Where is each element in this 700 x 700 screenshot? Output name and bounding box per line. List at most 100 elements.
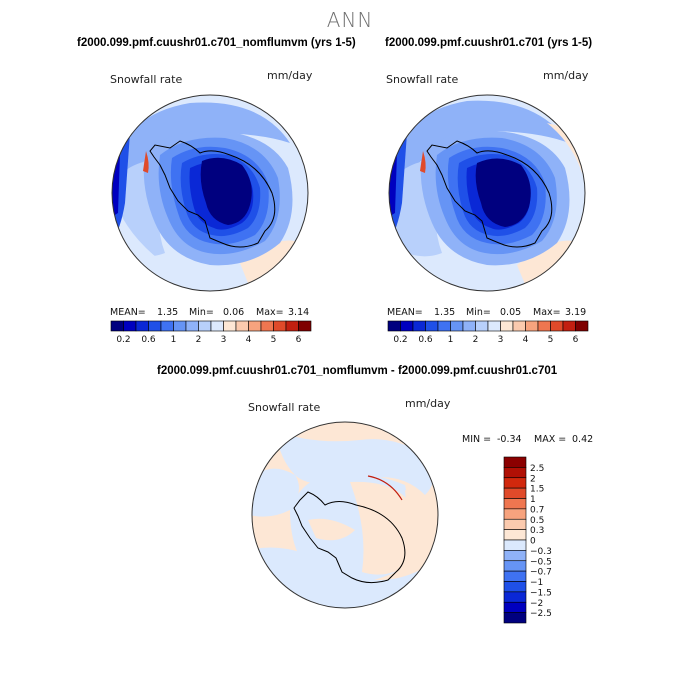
panel1-colorbar-tick-label: 5	[271, 335, 277, 345]
panel2-colorbar-tick-label: 5	[548, 335, 554, 345]
panel2-colorbar-tick-label: 3	[498, 335, 504, 345]
panel1-colorbar-swatch	[160, 320, 174, 332]
panel2-max-label: Max=	[533, 307, 561, 318]
panel1-colorbar: 0.2 0.6 1 2 3 4 5 6	[110, 320, 312, 345]
diff-colorbar-tick-label: 0	[530, 537, 536, 547]
panel1-colorbar-tick-label: 4	[246, 335, 252, 345]
panel2-colorbar-tick-label: 2	[473, 335, 479, 345]
panel2-colorbar-swatch	[387, 320, 401, 332]
panel2-colorbar-tick-label: 4	[523, 335, 529, 345]
panel2-colorbar-swatch	[487, 320, 501, 332]
panel2-colorbar-tick-label: 1	[448, 335, 454, 345]
panel1-colorbar-tick-label: 6	[296, 335, 302, 345]
panel1-colorbar-swatch	[210, 320, 224, 332]
diff-colorbar-tick-label: 1.5	[530, 485, 544, 495]
panel2-variable-label: Snowfall rate	[386, 73, 459, 86]
diff-max-label: MAX =	[534, 434, 567, 445]
panel2-colorbar-swatch	[575, 320, 589, 332]
diff-colorbar-swatch	[503, 591, 527, 603]
panel1-colorbar-swatch	[123, 320, 137, 332]
panel1-max-value: 3.14	[288, 307, 310, 318]
panel1-max-label: Max=	[256, 307, 284, 318]
diff-max-value: 0.42	[572, 434, 594, 445]
diff-colorbar-swatch	[503, 601, 527, 613]
diff-colorbar-swatch	[503, 467, 527, 479]
panel1-min-value: 0.06	[223, 307, 245, 318]
panel2-colorbar-swatch	[475, 320, 489, 332]
diff-units-label: mm/day	[405, 397, 451, 410]
diff-colorbar-tick-label: 0.3	[530, 526, 544, 536]
panel1-colorbar-swatch	[135, 320, 149, 332]
diff-colorbar-tick-label: −1	[530, 578, 543, 588]
panel2-colorbar-swatch	[562, 320, 576, 332]
panel1-colorbar-swatch	[148, 320, 162, 332]
panel2-filled-contours	[389, 95, 585, 291]
panel2-mean-label: MEAN=	[387, 307, 423, 318]
panel1-variable-label: Snowfall rate	[110, 73, 183, 86]
panel2-colorbar-swatch	[450, 320, 464, 332]
panel1-coastline	[149, 140, 276, 248]
diff-colorbar-swatch	[503, 550, 527, 562]
diff-colorbar-swatch	[503, 560, 527, 572]
diff-min-label: MIN =	[462, 434, 492, 445]
panel1-map	[111, 94, 309, 292]
panel1-colorbar-swatch	[235, 320, 249, 332]
panel2-colorbar-swatch	[525, 320, 539, 332]
diff-colorbar-swatch	[503, 518, 527, 530]
diff-colorbar-swatch	[503, 498, 527, 510]
panel2-coastline	[426, 140, 553, 248]
diff-map	[251, 421, 439, 609]
panel2-colorbar-swatch	[550, 320, 564, 332]
figure-title: ANN	[326, 8, 374, 32]
diff-case-title: f2000.099.pmf.cuushr01.c701_nomflumvm - …	[157, 365, 558, 377]
panel2-colorbar-tick-label: 6	[573, 335, 579, 345]
panel1-colorbar-tick-label: 2	[196, 335, 202, 345]
panel1-colorbar-tick-label: 0.6	[141, 335, 156, 345]
panel2-colorbar-swatch	[512, 320, 526, 332]
panel1-colorbar-swatch	[110, 320, 124, 332]
diff-colorbar-swatch	[503, 487, 527, 499]
panel2-colorbar-swatch	[500, 320, 514, 332]
diff-coastline	[293, 491, 406, 584]
panel2-map	[388, 94, 586, 292]
diff-colorbar-tick-label: 0.5	[530, 516, 544, 526]
panel2-mean-value: 1.35	[434, 307, 456, 318]
panel1-colorbar-swatch	[285, 320, 299, 332]
diff-variable-label: Snowfall rate	[248, 401, 321, 414]
diff-colorbar-swatch	[503, 456, 527, 468]
panel2-units-label: mm/day	[543, 69, 589, 82]
diff-colorbar-swatch	[503, 570, 527, 582]
panel1-colorbar-swatch	[198, 320, 212, 332]
panel2-case-title: f2000.099.pmf.cuushr01.c701 (yrs 1-5)	[385, 37, 593, 49]
panel2-min-label: Min=	[466, 307, 491, 318]
panel1-colorbar-swatch	[223, 320, 237, 332]
panel2-colorbar-swatch	[462, 320, 476, 332]
diff-colorbar: 2.521.510.70.50.30−0.3−0.5−0.7−1−1.5−2−2…	[503, 456, 552, 624]
panel2-colorbar: 0.2 0.6 1 2 3 4 5 6	[387, 320, 589, 345]
diff-colorbar-swatch	[503, 477, 527, 489]
panel2-colorbar-tick-label: 0.2	[393, 335, 407, 345]
diff-colorbar-tick-label: −0.5	[530, 557, 552, 567]
diff-map-border	[251, 421, 439, 609]
panel2-colorbar-swatch	[425, 320, 439, 332]
panel1-colorbar-swatch	[260, 320, 274, 332]
panel1-colorbar-swatch	[298, 320, 312, 332]
diff-colorbar-tick-label: 1	[530, 495, 536, 505]
panel1-colorbar-swatch	[248, 320, 262, 332]
diff-colorbar-tick-label: −2.5	[530, 609, 552, 619]
panel1-colorbar-swatch	[273, 320, 287, 332]
diff-colorbar-tick-label: −0.3	[530, 547, 552, 557]
panel2-colorbar-swatch	[412, 320, 426, 332]
panel1-units-label: mm/day	[267, 69, 313, 82]
diff-colorbar-tick-label: −2	[530, 599, 543, 609]
panel1-filled-contours	[112, 95, 308, 291]
diff-coastline-positive-edge	[367, 475, 403, 501]
diff-colorbar-tick-label: −0.7	[530, 568, 552, 578]
panel2-map-border	[388, 94, 586, 292]
panel1-min-label: Min=	[189, 307, 214, 318]
diff-colorbar-swatch	[503, 508, 527, 520]
panel1-colorbar-tick-label: 3	[221, 335, 227, 345]
panel1-colorbar-swatch	[185, 320, 199, 332]
diff-colorbar-swatch	[503, 529, 527, 541]
diff-colorbar-tick-label: 2.5	[530, 464, 544, 474]
